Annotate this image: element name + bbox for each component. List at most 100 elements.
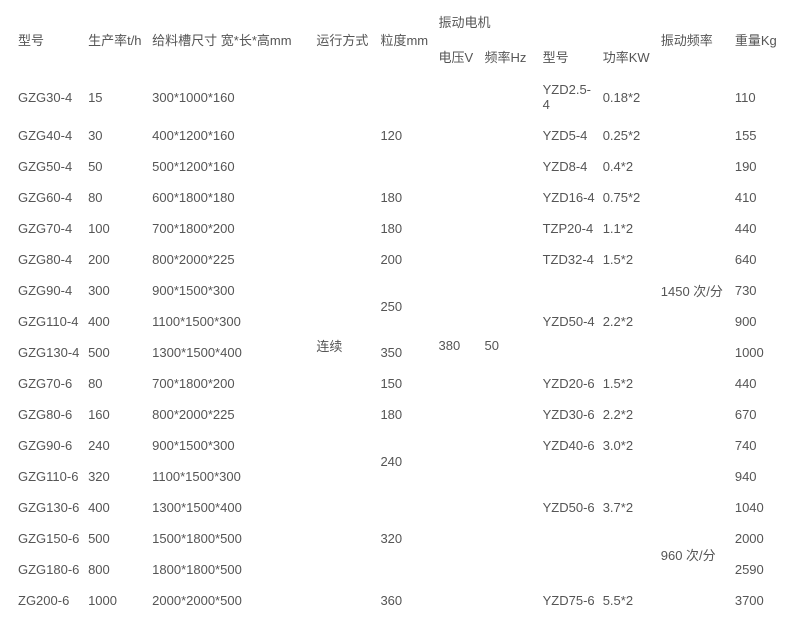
cell-grain: 320 [376, 523, 434, 554]
cell-rate: 160 [84, 399, 148, 430]
cell-vfreq [657, 74, 731, 213]
cell-weight: 2000 [731, 523, 783, 554]
cell-model: GZG60-4 [14, 182, 84, 213]
cell-weight: 410 [731, 182, 783, 213]
cell-voltage: 380 [435, 74, 481, 616]
cell-motor: YZD75-6 [539, 585, 599, 616]
cell-power [599, 461, 657, 492]
table-row: GZG70-680700*1800*200150YZD20-61.5*2440 [14, 368, 783, 399]
cell-power: 0.25*2 [599, 120, 657, 151]
cell-freq: 50 [481, 74, 539, 616]
cell-weight: 110 [731, 74, 783, 120]
cell-power: 0.75*2 [599, 182, 657, 213]
cell-model: GZG130-6 [14, 492, 84, 523]
cell-grain: 180 [376, 213, 434, 244]
cell-size: 800*2000*225 [148, 399, 312, 430]
cell-size: 1100*1500*300 [148, 461, 312, 492]
cell-power: 0.4*2 [599, 151, 657, 182]
th-size: 给料槽尺寸 宽*长*高mm [148, 4, 312, 74]
cell-weight: 440 [731, 368, 783, 399]
th-run: 运行方式 [312, 4, 376, 74]
cell-size: 500*1200*160 [148, 151, 312, 182]
cell-rate: 400 [84, 492, 148, 523]
cell-model: GZG70-6 [14, 368, 84, 399]
cell-power: 1.5*2 [599, 368, 657, 399]
th-model: 型号 [14, 4, 84, 74]
cell-rate: 50 [84, 151, 148, 182]
cell-size: 900*1500*300 [148, 275, 312, 306]
cell-rate: 15 [84, 74, 148, 120]
cell-grain: 360 [376, 585, 434, 616]
cell-size: 1100*1500*300 [148, 306, 312, 337]
cell-weight: 190 [731, 151, 783, 182]
cell-grain: 120 [376, 120, 434, 151]
th-motor-group: 振动电机 [435, 4, 657, 39]
table-row: GZG130-64001300*1500*400YZD50-63.7*2960 … [14, 492, 783, 523]
cell-weight: 440 [731, 213, 783, 244]
cell-motor [539, 461, 599, 492]
cell-weight: 155 [731, 120, 783, 151]
cell-model: GZG50-4 [14, 151, 84, 182]
th-power: 功率KW [599, 39, 657, 74]
cell-motor: YZD16-4 [539, 182, 599, 213]
cell-model: GZG30-4 [14, 74, 84, 120]
cell-motor: YZD40-6 [539, 430, 599, 461]
cell-power: 2.2*2 [599, 306, 657, 337]
cell-grain: 180 [376, 182, 434, 213]
cell-power: 5.5*2 [599, 585, 657, 616]
cell-motor: YZD8-4 [539, 151, 599, 182]
cell-motor: YZD20-6 [539, 368, 599, 399]
cell-grain: 240 [376, 430, 434, 492]
cell-model: GZG90-6 [14, 430, 84, 461]
cell-rate: 320 [84, 461, 148, 492]
th-motor-model: 型号 [539, 39, 599, 74]
cell-size: 300*1000*160 [148, 74, 312, 120]
cell-weight: 900 [731, 306, 783, 337]
cell-motor [539, 523, 599, 554]
cell-size: 900*1500*300 [148, 430, 312, 461]
cell-motor: TZD32-4 [539, 244, 599, 275]
cell-rate: 100 [84, 213, 148, 244]
cell-size: 700*1800*200 [148, 368, 312, 399]
cell-power [599, 554, 657, 585]
table-row: GZG30-415300*1000*160连续38050YZD2.5-40.18… [14, 74, 783, 120]
cell-model: GZG40-4 [14, 120, 84, 151]
cell-power: 1.1*2 [599, 213, 657, 244]
cell-size: 800*2000*225 [148, 244, 312, 275]
cell-weight: 740 [731, 430, 783, 461]
cell-rate: 800 [84, 554, 148, 585]
cell-grain: 180 [376, 399, 434, 430]
th-vfreq: 振动频率 [657, 4, 731, 74]
cell-motor: YZD50-6 [539, 492, 599, 523]
cell-size: 1300*1500*400 [148, 492, 312, 523]
cell-weight: 640 [731, 244, 783, 275]
cell-grain [376, 554, 434, 585]
th-weight: 重量Kg [731, 4, 783, 74]
cell-rate: 1000 [84, 585, 148, 616]
cell-rate: 500 [84, 523, 148, 554]
cell-grain [376, 151, 434, 182]
cell-rate: 80 [84, 182, 148, 213]
spec-table: 型号 生产率t/h 给料槽尺寸 宽*长*高mm 运行方式 粒度mm 振动电机 振… [14, 4, 783, 616]
cell-motor: TZP20-4 [539, 213, 599, 244]
cell-rate: 200 [84, 244, 148, 275]
cell-grain: 150 [376, 368, 434, 399]
cell-rate: 240 [84, 430, 148, 461]
cell-rate: 300 [84, 275, 148, 306]
cell-weight: 1040 [731, 492, 783, 523]
cell-power: 2.2*2 [599, 399, 657, 430]
cell-power: 3.0*2 [599, 430, 657, 461]
cell-weight: 730 [731, 275, 783, 306]
cell-weight: 2590 [731, 554, 783, 585]
cell-motor [539, 554, 599, 585]
cell-size: 700*1800*200 [148, 213, 312, 244]
cell-power: 1.5*2 [599, 244, 657, 275]
cell-model: GZG110-4 [14, 306, 84, 337]
cell-weight: 940 [731, 461, 783, 492]
cell-power [599, 275, 657, 306]
cell-model: GZG180-6 [14, 554, 84, 585]
cell-model: GZG130-4 [14, 337, 84, 368]
cell-model: GZG80-6 [14, 399, 84, 430]
th-grain: 粒度mm [376, 4, 434, 74]
cell-rate: 500 [84, 337, 148, 368]
